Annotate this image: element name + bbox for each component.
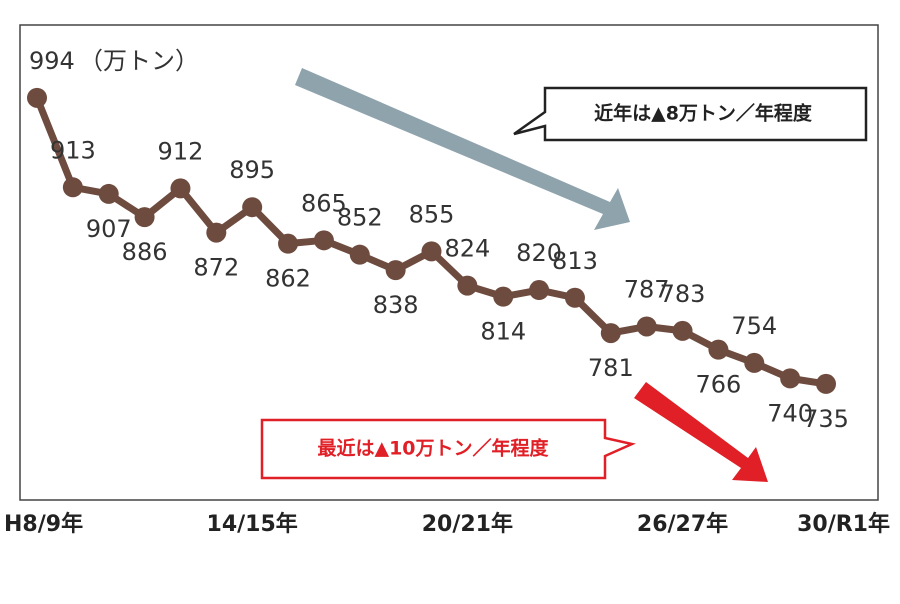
unit-label: （万トン） (79, 47, 199, 75)
data-label: 862 (265, 265, 311, 293)
data-point (529, 280, 550, 301)
data-label: 872 (193, 254, 239, 282)
data-label: 740 (767, 399, 813, 427)
data-label: 865 (301, 189, 347, 217)
data-point (816, 373, 836, 394)
callout-box (260, 418, 636, 480)
data-point (564, 287, 585, 308)
data-label: 895 (229, 156, 275, 184)
trend-arrow-red (634, 382, 768, 482)
data-label: 754 (731, 312, 777, 340)
data-label: 783 (660, 280, 706, 308)
x-tick-label: 30/R1年 (797, 511, 890, 537)
data-point (206, 222, 227, 243)
data-point (457, 275, 478, 296)
data-point (636, 316, 657, 337)
data-point (780, 368, 801, 389)
data-label: 838 (373, 291, 419, 319)
data-point (349, 244, 370, 265)
data-label: 814 (480, 318, 526, 346)
callout-box (513, 86, 868, 142)
data-label: 820 (516, 239, 562, 267)
data-label: 852 (337, 204, 383, 232)
data-label: 824 (444, 235, 490, 263)
data-point (27, 87, 47, 108)
x-tick-label: 14/15年 (207, 511, 298, 537)
data-point (313, 230, 334, 251)
data-label: 994 (29, 47, 75, 75)
x-tick-label: 26/27年 (637, 511, 728, 537)
data-point (493, 286, 514, 307)
annotation: 近年は▲8万トン／年程度 (594, 102, 813, 125)
data-point (708, 339, 729, 360)
data-label: 813 (552, 247, 598, 275)
data-point (278, 233, 299, 254)
trend-arrow-gray (295, 68, 630, 230)
data-label: 912 (158, 137, 204, 165)
data-point (744, 352, 765, 373)
data-point (62, 177, 83, 198)
annotation: 最近は▲10万トン／年程度 (317, 437, 549, 460)
data-point (98, 183, 119, 204)
data-point (421, 241, 442, 262)
x-tick-label: 20/21年 (422, 511, 513, 537)
data-label: 855 (409, 200, 455, 228)
data-label: 735 (803, 405, 849, 433)
data-point (242, 197, 263, 218)
data-point (134, 207, 155, 228)
data-label: 913 (50, 136, 96, 164)
data-label: 787 (624, 275, 670, 303)
data-point (385, 260, 406, 281)
data-point (672, 320, 693, 341)
data-label: 781 (588, 354, 634, 382)
data-label: 907 (86, 215, 132, 243)
x-tick-label: H8/9年 (4, 511, 83, 537)
plot-frame (19, 24, 879, 501)
data-point (600, 323, 621, 344)
data-label: 766 (696, 371, 742, 399)
data-label: 886 (122, 238, 168, 266)
data-point (170, 178, 191, 199)
